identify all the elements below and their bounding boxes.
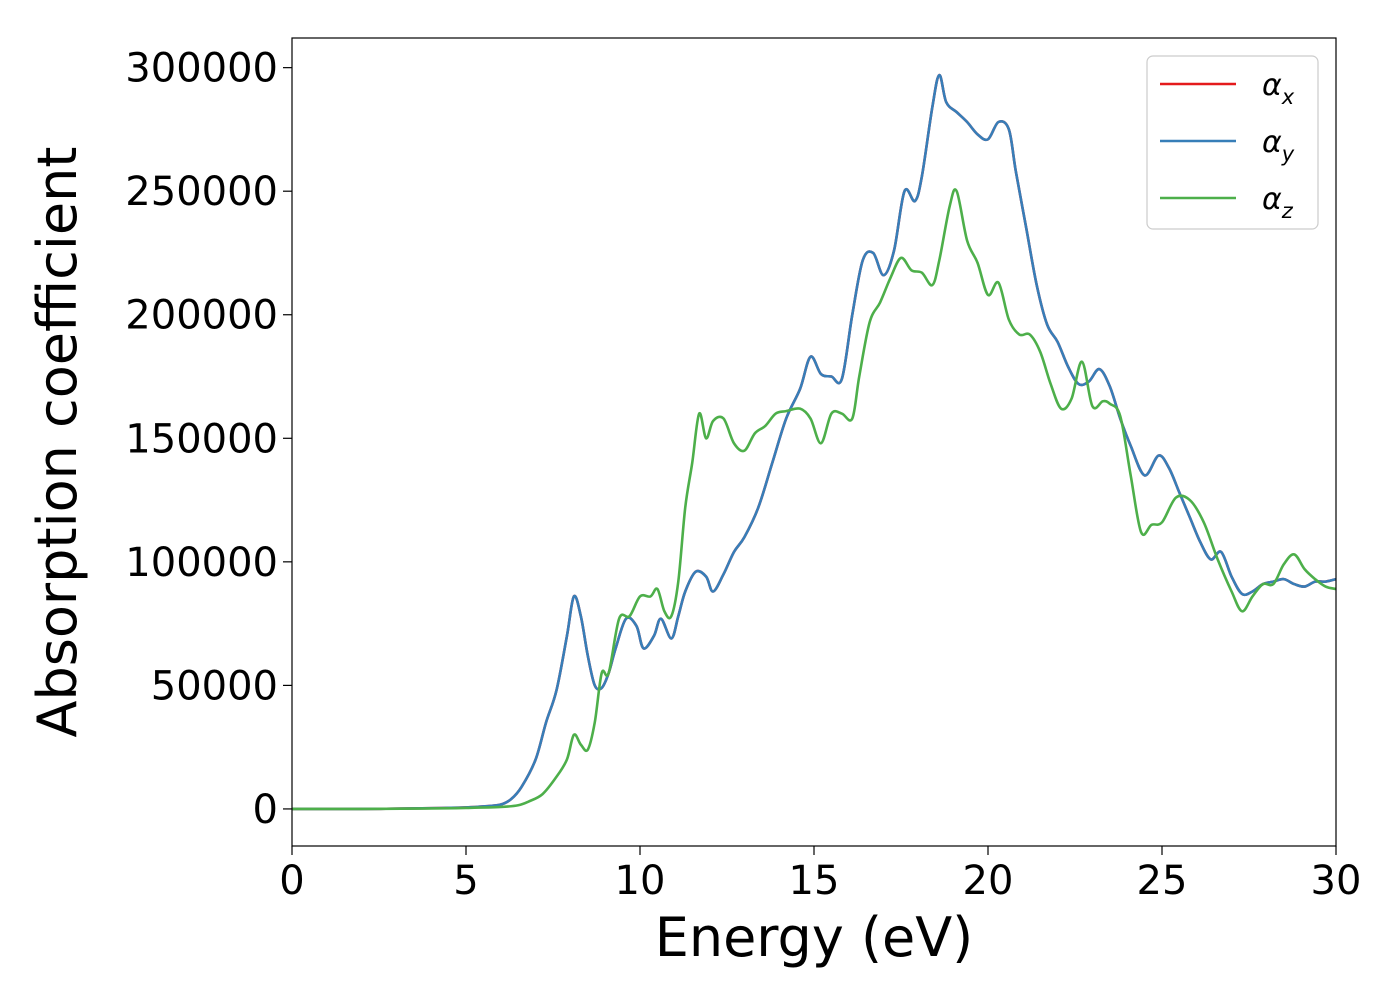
series-line-alpha-y — [292, 73, 1336, 811]
x-tick-label: 20 — [963, 858, 1014, 904]
y-tick-label: 0 — [253, 787, 278, 833]
legend-subscript: y — [1281, 142, 1295, 166]
x-tick-label: 5 — [453, 858, 478, 904]
y-tick-label: 100000 — [125, 540, 278, 586]
legend-subscript: x — [1281, 85, 1295, 109]
legend-symbol: α — [1262, 125, 1282, 160]
y-axis-ticks: 0 50000 100000 150000 200000 250000 300000 — [125, 46, 292, 833]
series-line-alpha-z — [292, 188, 1336, 811]
x-tick-label: 30 — [1311, 858, 1362, 904]
legend-symbol: α — [1262, 68, 1282, 103]
legend-subscript: z — [1281, 199, 1294, 223]
legend-symbol: α — [1262, 182, 1282, 217]
x-tick-label: 10 — [615, 858, 666, 904]
y-tick-label: 50000 — [151, 663, 278, 709]
x-tick-label: 15 — [789, 858, 840, 904]
legend-label-alpha-y: αy — [1262, 125, 1295, 166]
y-tick-label: 150000 — [125, 416, 278, 462]
legend-frame — [1146, 55, 1319, 230]
x-tick-label: 0 — [279, 858, 304, 904]
y-tick-label: 300000 — [125, 46, 278, 92]
series-layer — [292, 73, 1336, 811]
y-tick-label: 250000 — [125, 169, 278, 215]
y-tick-label: 200000 — [125, 293, 278, 339]
legend-label-alpha-x: αx — [1262, 68, 1295, 109]
legend-label-alpha-z: αz — [1262, 182, 1294, 223]
y-axis-title: Absorption coefficient — [26, 147, 89, 738]
x-axis-title: Energy (eV) — [655, 906, 974, 969]
x-tick-label: 25 — [1137, 858, 1188, 904]
x-axis-ticks: 0 5 10 15 20 25 30 — [279, 846, 1361, 904]
